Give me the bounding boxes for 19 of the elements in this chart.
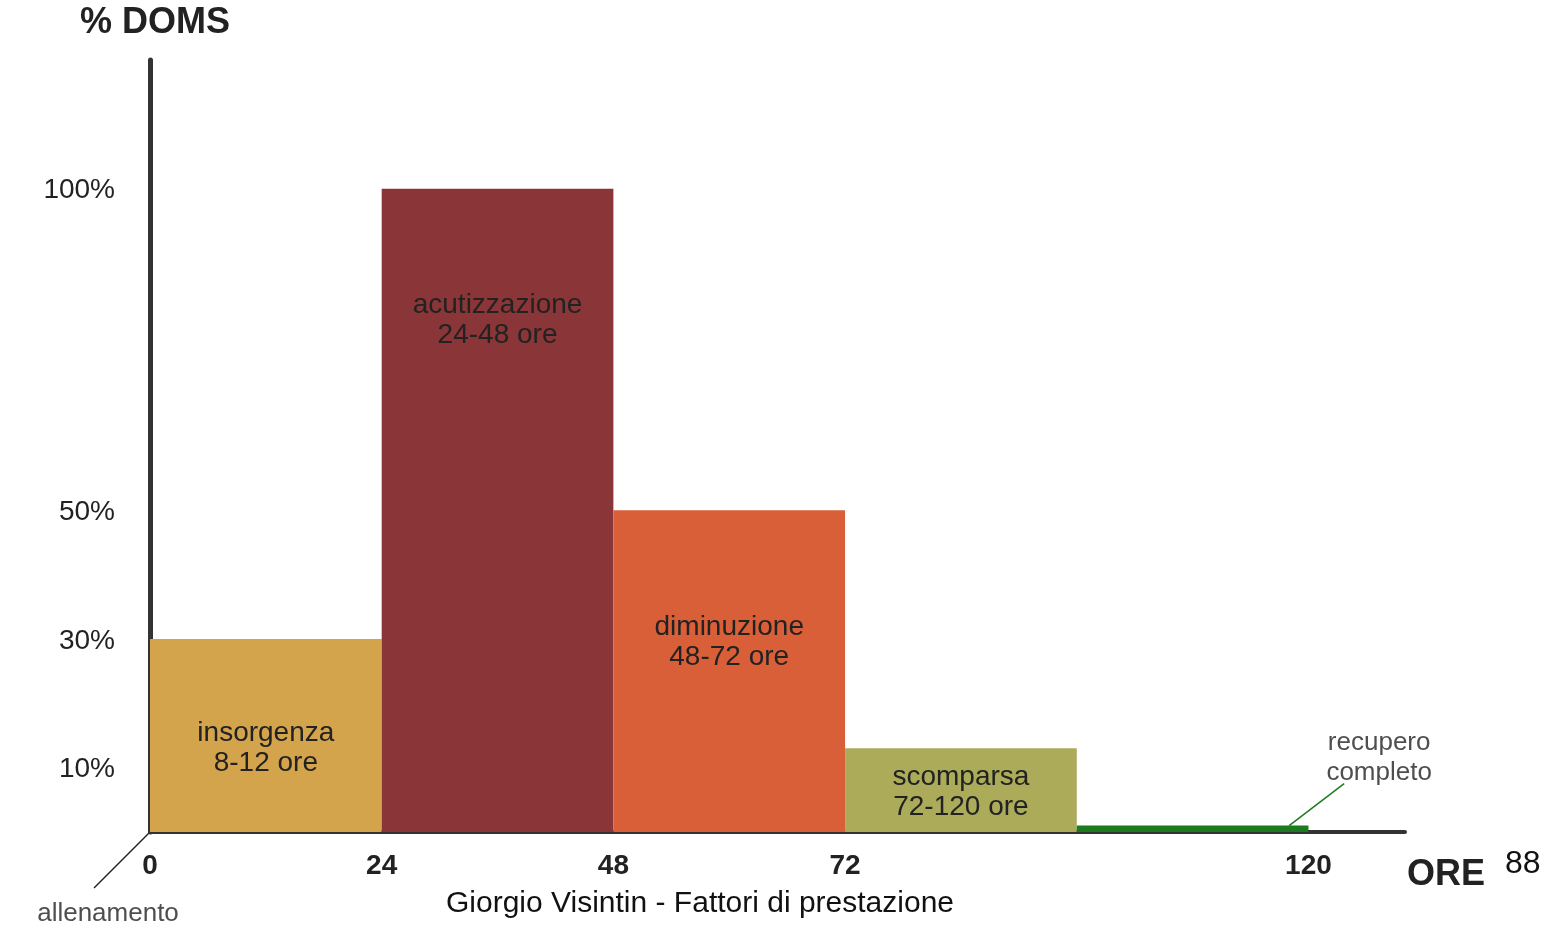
annotation: acutizzazione 24-48 ore <box>412 288 583 350</box>
annotation: scomparsa 72-120 ore <box>892 760 1030 822</box>
y-tick-label: 30% <box>58 623 115 655</box>
x-axis-title: ORE <box>1407 851 1486 893</box>
y-tick-label: 50% <box>58 494 115 526</box>
x-tick-label: 120 <box>1285 848 1332 880</box>
x-tick-label: 24 <box>366 848 398 880</box>
annotation: diminuzione 48-72 ore <box>654 609 804 671</box>
x-tick-label: 72 <box>829 848 861 880</box>
x-tick-label: 0 <box>142 848 158 880</box>
y-tick-label: 100% <box>43 173 115 205</box>
annotation: recupero completo <box>1326 725 1432 786</box>
text: 88 <box>1505 844 1541 880</box>
text: Giorgio Visintin - Fattori di prestazione <box>445 884 955 918</box>
y-axis-title: % DOMS <box>79 0 230 41</box>
x-tick-label: 48 <box>597 848 629 880</box>
annotation: allenamento <box>37 897 179 927</box>
annotation: insorgenza 8-12 ore <box>197 715 335 777</box>
y-tick-label: 10% <box>58 752 115 784</box>
